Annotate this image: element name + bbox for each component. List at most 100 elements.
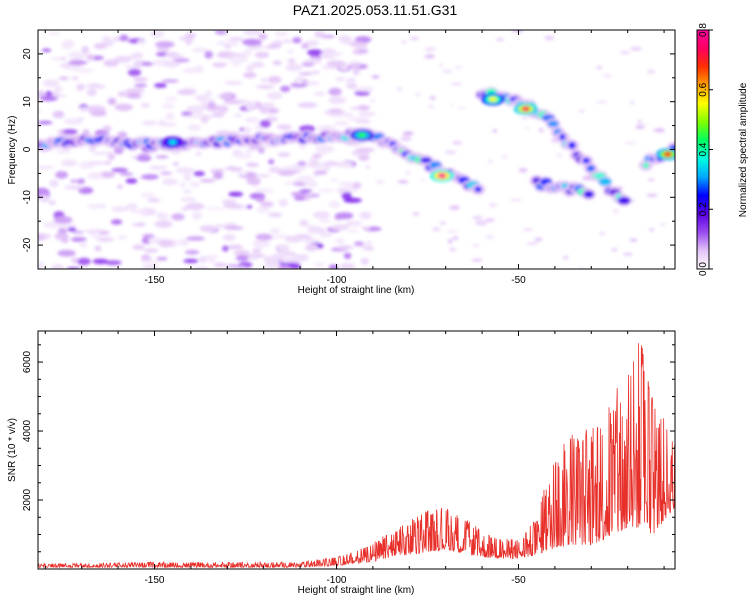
- noise-blob: [208, 101, 216, 109]
- noise-blob: [246, 177, 261, 186]
- snr-ticks: -150 -100 -50 2000 4000 6000: [22, 331, 675, 586]
- noise-blob: [486, 234, 494, 240]
- noise-blob: [622, 252, 633, 256]
- y-tick-label: 20: [22, 48, 33, 60]
- noise-blob: [356, 86, 375, 92]
- noise-blob: [160, 171, 172, 175]
- noise-blob: [356, 105, 370, 111]
- noise-blob: [183, 115, 203, 119]
- noise-blob: [243, 126, 251, 134]
- noise-blob: [334, 120, 349, 126]
- noise-blob: [359, 211, 372, 220]
- noise-blob: [274, 31, 289, 36]
- noise-blob: [328, 96, 347, 105]
- noise-blob: [336, 187, 347, 194]
- noise-blob: [62, 39, 75, 48]
- noise-blob: [102, 125, 112, 132]
- noise-blob: [281, 39, 293, 43]
- noise-blob: [496, 38, 505, 41]
- noise-blob: [371, 75, 380, 79]
- noise-blob: [155, 41, 175, 48]
- noise-blob: [191, 212, 203, 219]
- noise-blob: [233, 153, 252, 159]
- noise-blob: [187, 124, 201, 132]
- noise-blob: [526, 242, 539, 245]
- noise-blob: [360, 257, 369, 265]
- noise-blob: [299, 125, 316, 133]
- noise-blob: [647, 178, 655, 181]
- noise-blob: [212, 111, 225, 118]
- noise-blob: [93, 43, 108, 50]
- noise-blob: [596, 100, 608, 104]
- noise-blob: [324, 166, 330, 171]
- noise-blob: [51, 264, 65, 269]
- noise-blob: [162, 103, 175, 110]
- noise-blob: [285, 64, 303, 72]
- noise-blob: [280, 166, 299, 172]
- noise-blob: [297, 102, 318, 108]
- ridge-right-blob: [642, 162, 650, 169]
- noise-blob: [245, 103, 254, 111]
- noise-blob: [205, 207, 226, 210]
- noise-blob: [345, 220, 362, 227]
- noise-blob: [328, 87, 342, 96]
- noise-blob: [429, 95, 436, 101]
- noise-blob: [228, 55, 249, 63]
- noise-blob: [102, 36, 112, 43]
- noise-blob: [596, 65, 603, 70]
- noise-blob: [312, 153, 322, 159]
- noise-blob: [512, 30, 524, 33]
- noise-blob: [358, 49, 369, 54]
- noise-blob: [164, 96, 178, 101]
- ridge-upper-blob: [617, 196, 631, 205]
- noise-blob: [432, 227, 441, 232]
- noise-blob: [619, 50, 630, 55]
- noise-blob: [117, 235, 128, 240]
- noise-blob: [251, 61, 265, 68]
- noise-blob: [243, 72, 257, 79]
- ridge-upper-blob: [547, 120, 559, 127]
- spectrogram-image: [38, 30, 675, 269]
- y-tick-label: 6000: [22, 350, 33, 373]
- x-tick-label: -150: [144, 575, 164, 586]
- noise-blob: [297, 161, 307, 166]
- noise-blob: [301, 42, 309, 50]
- spectrogram-y-label: Frequency (Hz): [7, 116, 18, 185]
- noise-blob: [224, 225, 244, 230]
- noise-blob: [98, 171, 116, 178]
- noise-blob: [518, 168, 528, 173]
- peak-core: [438, 173, 446, 179]
- noise-blob: [136, 155, 152, 162]
- noise-blob: [363, 245, 375, 251]
- peak-core: [489, 96, 497, 102]
- noise-blob: [311, 70, 320, 75]
- noise-blob: [427, 105, 434, 108]
- noise-blob: [222, 245, 229, 252]
- noise-blob: [125, 88, 145, 94]
- noise-blob: [164, 51, 180, 58]
- noise-blob: [144, 248, 159, 253]
- noise-blob: [307, 226, 327, 234]
- noise-blob: [599, 231, 606, 236]
- noise-blob: [114, 103, 133, 112]
- noise-blob: [204, 50, 213, 59]
- snr-y-label: SNR (10 * v/v): [7, 418, 18, 482]
- noise-blob: [179, 182, 186, 188]
- noise-blob: [48, 200, 57, 205]
- noise-blob: [193, 171, 205, 177]
- noise-blob: [133, 77, 148, 82]
- noise-blob: [147, 197, 161, 203]
- noise-blob: [289, 256, 310, 262]
- noise-blob: [308, 158, 319, 167]
- noise-blob: [194, 95, 209, 100]
- noise-blob: [293, 195, 306, 201]
- noise-blob: [124, 65, 136, 69]
- noise-blob: [137, 39, 146, 45]
- noise-blob: [116, 184, 124, 189]
- noise-blob: [343, 252, 352, 259]
- noise-blob: [330, 178, 338, 182]
- noise-blob: [544, 35, 555, 41]
- noise-blob: [350, 62, 361, 70]
- noise-blob: [312, 211, 330, 219]
- noise-blob: [510, 198, 523, 202]
